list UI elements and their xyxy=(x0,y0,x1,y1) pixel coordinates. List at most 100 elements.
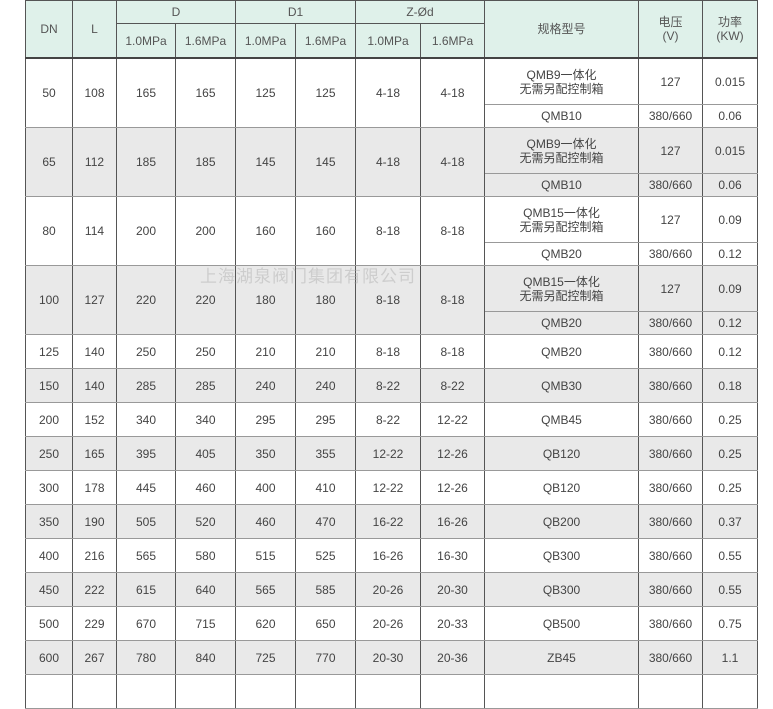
cell-d1-1.6: 470 xyxy=(295,504,357,539)
cell-voltage: 380/660 xyxy=(638,242,704,266)
table-row: 150 140 285 285 240 240 8-22 8-22 QMB30 380/660 0.… xyxy=(25,368,759,403)
table-row-partial xyxy=(25,674,759,709)
cell-d-1.6: 250 xyxy=(174,334,237,369)
model-note: 无需另配控制箱 xyxy=(519,288,604,303)
cell-model: QB200 xyxy=(484,504,640,539)
cell-zd-1.0: 8-18 xyxy=(355,334,422,369)
header-d-1.6: 1.6MPa xyxy=(174,23,237,59)
cell-dn: 200 xyxy=(25,402,73,437)
table-subrow: QMB10 380/660 0.06 xyxy=(26,173,759,197)
cell-l: 229 xyxy=(72,606,117,641)
cell-d1-1.0: 295 xyxy=(235,402,297,437)
cell-zd-1.0: 20-26 xyxy=(355,572,422,607)
cell-d1-1.0: 400 xyxy=(235,470,297,505)
header-d: D xyxy=(115,0,237,24)
cell-power: 0.06 xyxy=(702,173,759,197)
cell-power: 0.18 xyxy=(702,368,759,403)
table-row: 500 229 670 715 620 650 20-26 20-33 QB500 380/660… xyxy=(25,606,759,641)
cell-d10: 185 xyxy=(116,127,176,197)
cell-model: QMB20 xyxy=(484,242,640,266)
voltage-label: 电压 xyxy=(658,15,683,29)
model-note: 无需另配控制箱 xyxy=(519,219,604,234)
cell-power: 0.75 xyxy=(702,606,759,641)
cell-model: QMB15一体化 无需另配控制箱 xyxy=(484,196,640,243)
cell-dn: 100 xyxy=(25,265,73,335)
cell-z16: 8-18 xyxy=(420,196,486,266)
cell-voltage: 380/660 xyxy=(638,334,704,369)
cell-d-1.6: 840 xyxy=(174,640,237,675)
cell-dn: 65 xyxy=(25,127,73,197)
cell-d110: 125 xyxy=(235,57,297,128)
cell-d-1.0: 565 xyxy=(116,538,176,573)
header-d1-1.0: 1.0MPa xyxy=(235,23,297,59)
cell-power: 0.25 xyxy=(702,436,759,471)
cell-d-1.0: 445 xyxy=(116,470,176,505)
cell-z16: 4-18 xyxy=(420,127,486,197)
table-subrow: QMB10 380/660 0.06 xyxy=(26,104,759,128)
model-line: QMB9一体化 xyxy=(526,136,597,151)
header-zd-1.6: 1.6MPa xyxy=(420,23,486,59)
cell-model: QB300 xyxy=(484,572,640,607)
cell-d1-1.0: 240 xyxy=(235,368,297,403)
cell-voltage: 380/660 xyxy=(638,368,704,403)
empty-cell xyxy=(355,674,422,709)
cell-power: 0.015 xyxy=(702,57,759,105)
cell-l: 112 xyxy=(72,127,117,197)
table-row: 125 140 250 250 210 210 8-18 8-18 QMB20 380/660 0.… xyxy=(25,334,759,369)
table-row: 50 108 165 165 125 125 4-18 4-18 QMB9一体化 无需另配控制箱 1… xyxy=(25,57,759,128)
cell-voltage: 380/660 xyxy=(638,606,704,641)
cell-d16: 220 xyxy=(174,265,237,335)
cell-d1-1.6: 295 xyxy=(295,402,357,437)
cell-d-1.6: 640 xyxy=(174,572,237,607)
cell-dn: 400 xyxy=(25,538,73,573)
table-subrow: QMB20 380/660 0.12 xyxy=(26,242,759,266)
cell-zd-1.0: 8-22 xyxy=(355,402,422,437)
cell-power: 0.25 xyxy=(702,402,759,437)
cell-d1-1.6: 770 xyxy=(295,640,357,675)
table-row: 200 152 340 340 295 295 8-22 12-22 QMB45 380/660 0… xyxy=(25,402,759,437)
cell-power: 0.55 xyxy=(702,572,759,607)
cell-power: 0.12 xyxy=(702,334,759,369)
table-subrow: QMB20 380/660 0.12 xyxy=(26,311,759,335)
cell-voltage: 380/660 xyxy=(638,436,704,471)
cell-d116: 160 xyxy=(295,196,357,266)
cell-dn: 450 xyxy=(25,572,73,607)
cell-model: QMB20 xyxy=(484,334,640,369)
cell-d1-1.6: 410 xyxy=(295,470,357,505)
cell-power: 0.015 xyxy=(702,127,759,174)
cell-d-1.0: 395 xyxy=(116,436,176,471)
cell-d1-1.6: 525 xyxy=(295,538,357,573)
cell-voltage: 127 xyxy=(638,127,704,174)
cell-l: 108 xyxy=(72,57,117,128)
cell-power: 0.09 xyxy=(702,196,759,243)
cell-d-1.0: 505 xyxy=(116,504,176,539)
table-row: 300 178 445 460 400 410 12-22 12-26 QB120 380/660… xyxy=(25,470,759,505)
cell-l: 190 xyxy=(72,504,117,539)
cell-d10: 200 xyxy=(116,196,176,266)
header-power: 功率 (KW) xyxy=(702,0,759,59)
cell-d16: 185 xyxy=(174,127,237,197)
cell-l: 140 xyxy=(72,334,117,369)
cell-zd-1.6: 8-22 xyxy=(420,368,486,403)
cell-d1-1.6: 210 xyxy=(295,334,357,369)
power-label: 功率 xyxy=(718,15,743,29)
cell-l: 178 xyxy=(72,470,117,505)
cell-power: 0.12 xyxy=(702,311,759,335)
cell-voltage: 127 xyxy=(638,265,704,312)
cell-zd-1.6: 12-26 xyxy=(420,470,486,505)
cell-d-1.0: 780 xyxy=(116,640,176,675)
cell-zd-1.6: 16-26 xyxy=(420,504,486,539)
cell-l: 267 xyxy=(72,640,117,675)
cell-voltage: 380/660 xyxy=(638,572,704,607)
cell-zd-1.0: 12-22 xyxy=(355,470,422,505)
cell-voltage: 380/660 xyxy=(638,311,704,335)
empty-cell xyxy=(702,674,759,709)
cell-d-1.0: 670 xyxy=(116,606,176,641)
model-note: 无需另配控制箱 xyxy=(519,150,604,165)
cell-zd-1.0: 12-22 xyxy=(355,436,422,471)
header-zd: Z-Ød xyxy=(355,0,486,24)
cell-model: QB120 xyxy=(484,470,640,505)
cell-z10: 8-18 xyxy=(355,265,422,335)
cell-dn: 300 xyxy=(25,470,73,505)
cell-l: 127 xyxy=(72,265,117,335)
